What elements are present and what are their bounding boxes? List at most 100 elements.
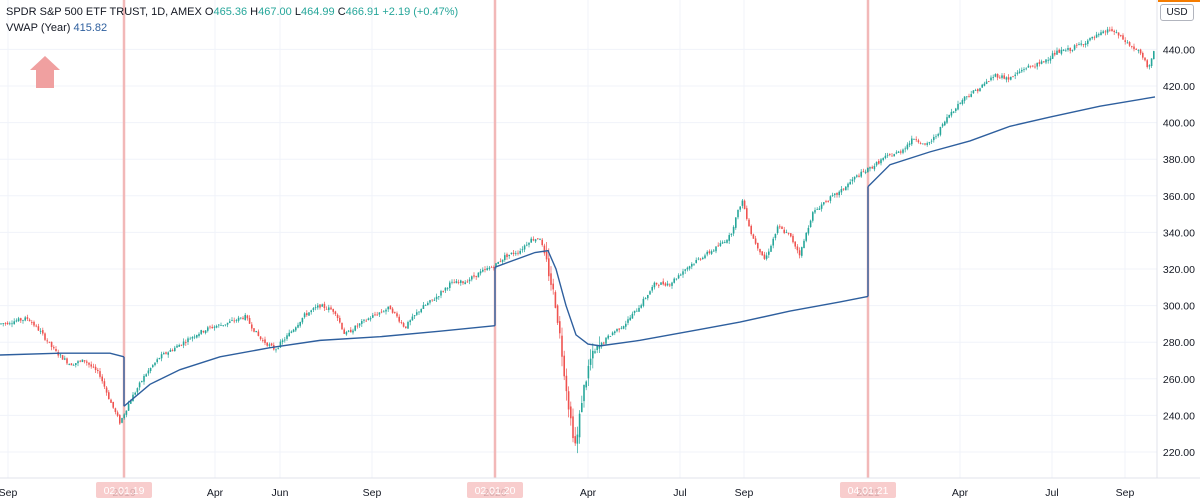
candle-body	[825, 201, 827, 203]
candle-body	[695, 259, 697, 263]
candle-body	[550, 273, 552, 285]
candle-body	[952, 111, 955, 113]
symbol-legend[interactable]: SPDR S&P 500 ETF TRUST, 1D, AMEX O465.36…	[6, 6, 458, 18]
candle-body	[468, 279, 471, 282]
candle-body	[1025, 68, 1027, 70]
candle-body	[605, 337, 607, 344]
candle-body	[191, 337, 194, 339]
candle-body	[702, 257, 704, 260]
candle-body	[1034, 66, 1036, 68]
candle-body	[114, 408, 117, 412]
candle-body	[823, 202, 825, 205]
candle-body	[906, 144, 909, 149]
candle-body	[365, 320, 367, 322]
candle-body	[556, 305, 559, 323]
candle-body	[869, 167, 871, 169]
candle-body	[473, 275, 475, 277]
candle-body	[996, 73, 999, 78]
candle-body	[570, 406, 572, 419]
open-label: O	[204, 6, 214, 18]
candle-body	[13, 321, 15, 325]
candle-body	[1113, 30, 1115, 33]
candle-body	[75, 363, 77, 365]
candle-body	[878, 161, 880, 164]
candle-body	[1047, 59, 1049, 61]
session-date-label: 02.01.19	[104, 485, 145, 497]
candle-body	[713, 250, 715, 252]
candle-body	[358, 323, 361, 326]
candle-body	[772, 238, 774, 246]
candle-body	[42, 330, 44, 334]
vwap-legend[interactable]: VWAP (Year) 415.82	[6, 22, 107, 34]
candle-body	[22, 319, 24, 321]
candle-body	[1091, 36, 1093, 39]
candle-body	[306, 313, 308, 316]
candle-body	[147, 370, 150, 374]
candle-body	[761, 251, 763, 256]
candle-body	[1128, 42, 1131, 46]
candle-body	[633, 310, 636, 313]
candle-body	[396, 313, 398, 317]
candle-body	[246, 315, 249, 319]
candle-body	[776, 226, 779, 234]
candle-body	[431, 299, 433, 301]
candle-body	[534, 239, 537, 242]
candlestick-series	[0, 26, 1155, 454]
candle-body	[284, 339, 286, 341]
candle-body	[400, 322, 403, 323]
candle-body	[1058, 49, 1060, 53]
candle-body	[341, 322, 343, 330]
price-tick-label: 320.00	[1163, 264, 1195, 276]
currency-button[interactable]: USD	[1160, 4, 1194, 21]
candle-body	[875, 161, 878, 166]
candle-body	[1007, 77, 1010, 80]
close-value: 466.91	[345, 6, 380, 18]
candle-body	[519, 250, 521, 254]
candle-body	[394, 311, 396, 313]
candle-body	[308, 312, 310, 316]
candle-body	[640, 305, 642, 308]
candle-body	[673, 278, 675, 283]
candle-body	[409, 320, 411, 323]
candle-body	[853, 176, 856, 180]
candle-body	[770, 245, 772, 252]
candle-body	[840, 189, 843, 193]
candle-body	[691, 263, 693, 267]
candle-body	[1049, 58, 1052, 61]
candle-body	[121, 418, 123, 423]
candle-body	[369, 318, 372, 320]
candle-body	[411, 316, 414, 321]
candle-body	[279, 341, 282, 348]
candle-body	[477, 272, 480, 278]
candle-body	[61, 355, 64, 360]
candle-body	[165, 352, 167, 354]
session-date-badge	[467, 482, 523, 498]
candle-body	[924, 143, 926, 145]
candle-body	[136, 388, 139, 393]
time-axis[interactable]: Sep2019AprJunSep2020AprJulSep2021AprJulS…	[0, 477, 1200, 499]
candle-body	[103, 381, 106, 387]
candle-body	[53, 347, 55, 349]
candle-body	[970, 94, 972, 97]
candle-body	[948, 114, 950, 118]
candle-body	[88, 362, 90, 365]
candle-body	[521, 249, 524, 251]
candle-body	[55, 348, 57, 352]
candle-body	[330, 307, 332, 310]
candle-body	[130, 400, 132, 404]
candle-body	[748, 219, 750, 227]
candle-body	[343, 329, 345, 334]
candle-body	[818, 208, 821, 210]
price-axis[interactable]: 220.00 240.00 260.00 280.00 300.00 320.00 340.…	[1156, 0, 1200, 478]
candle-body	[1133, 46, 1135, 50]
candle-body	[35, 325, 37, 327]
candle-body	[759, 248, 761, 253]
candle-body	[156, 359, 158, 363]
candle-body	[119, 415, 121, 424]
candle-body	[1016, 72, 1019, 74]
candle-body	[268, 344, 271, 346]
candle-body	[563, 355, 565, 377]
candle-body	[739, 206, 741, 210]
candle-body	[864, 171, 867, 173]
